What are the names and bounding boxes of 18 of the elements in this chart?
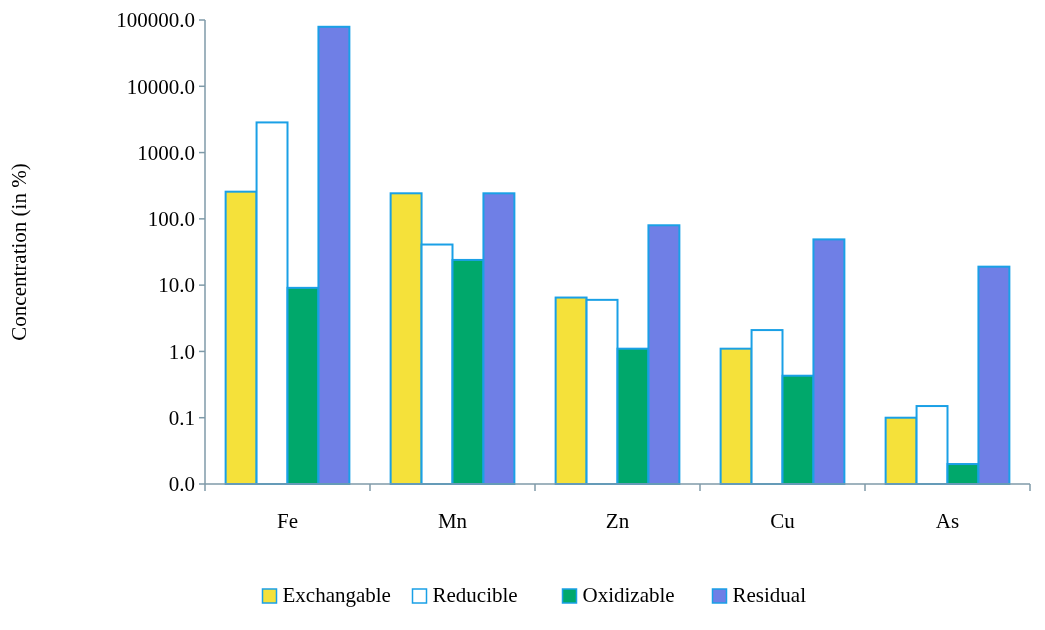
y-tick-label: 1000.0 (137, 140, 195, 165)
y-tick-label: 1.0 (168, 339, 195, 364)
y-tick-label: 100.0 (147, 207, 195, 232)
y-tick-label: 10000.0 (126, 74, 195, 99)
x-tick-label: As (935, 509, 960, 533)
y-tick-label: 0.1 (168, 406, 195, 431)
x-tick-label: Cu (770, 509, 796, 533)
y-axis-title: Concentration (in %) (7, 163, 31, 341)
legend-label: Reducible (432, 583, 518, 607)
x-tick-label: Zn (605, 509, 630, 533)
x-tick-label: Fe (277, 509, 298, 533)
legend-label: Exchangable (282, 583, 391, 607)
x-tick-label: Mn (437, 509, 468, 533)
y-tick-label: 100000.0 (116, 8, 195, 33)
legend-label: Residual (732, 583, 807, 607)
y-tick-label: 10.0 (158, 273, 195, 298)
y-tick-label: 0.0 (168, 472, 195, 497)
legend-label: Oxidizable (582, 583, 675, 607)
